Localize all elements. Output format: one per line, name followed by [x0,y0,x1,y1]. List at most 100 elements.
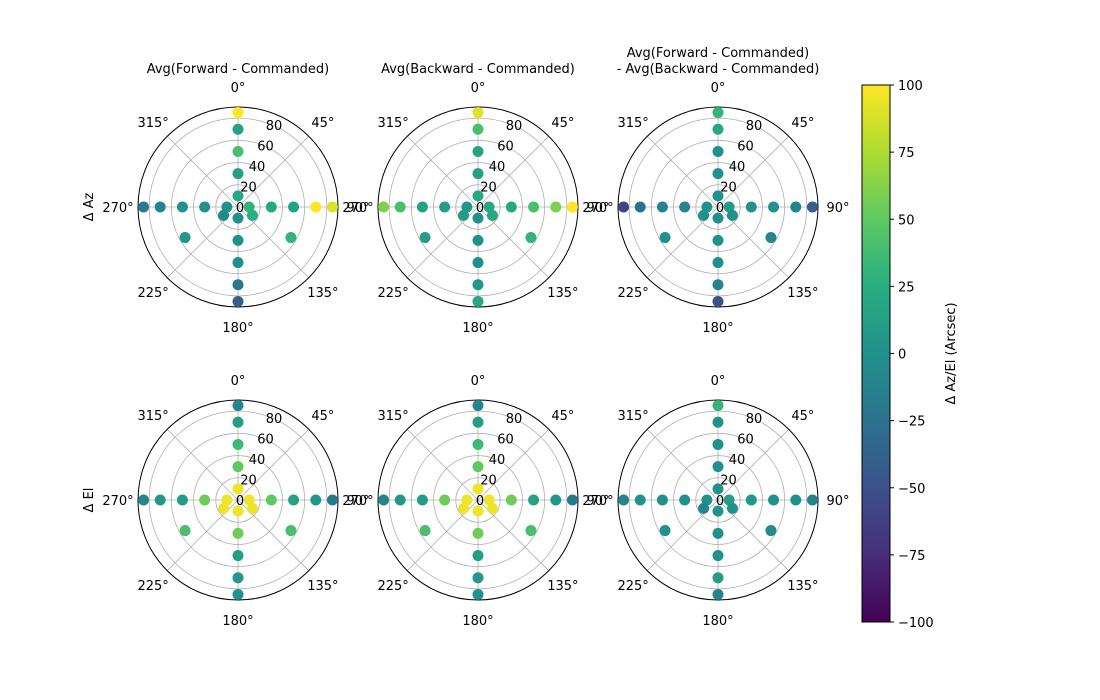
r-tick-label: 80 [266,119,283,134]
row-label: Δ Az [82,192,97,221]
data-point [472,505,484,517]
theta-gridline [237,136,309,208]
colorbar-tick-label: −100 [898,616,934,631]
data-point [310,494,322,506]
r-gridline [215,184,261,230]
r-tick-label: 20 [480,180,497,195]
data-point [310,201,322,213]
r-tick-label: 40 [249,160,266,175]
r-gridline [410,432,546,568]
data-point [394,494,406,506]
theta-tick-label: 225° [617,579,648,594]
theta-tick-label: 270° [102,201,133,216]
data-point [285,232,297,244]
data-point [712,483,724,495]
data-point [232,572,244,584]
data-point [712,145,724,157]
r-gridline [433,455,523,545]
data-point [232,145,244,157]
data-point [745,201,757,213]
data-point [712,234,724,246]
data-point [232,527,244,539]
data-point [232,107,244,119]
data-point [472,145,484,157]
data-point [566,201,578,213]
theta-tick-label: 315° [137,409,168,424]
data-point [712,107,724,119]
r-gridline [170,139,306,275]
r-tick-label: 60 [257,139,274,154]
theta-tick-label: 0° [471,81,486,96]
polar-panels: 0° 45° 90° 135° 180° 225° 270° 315° 0 20 40 60 80 0° 4… [82,46,850,629]
theta-tick-label: 180° [462,614,493,629]
r-tick-label: 60 [497,139,514,154]
r-gridline [455,184,501,230]
r-tick-label: 60 [257,432,274,447]
data-point [378,201,390,213]
panel-title: - Avg(Backward - Commanded) [617,62,820,77]
theta-gridline [717,136,789,208]
theta-gridline [717,429,789,501]
polar-panel-r0-c1: 0° 45° 90° 135° 180° 225° 270° 315° 0 20 40 60 80 [342,81,609,336]
theta-tick-label: 270° [342,494,373,509]
data-point [712,588,724,600]
data-point [505,494,517,506]
theta-tick-label: 45° [791,116,814,131]
data-point [378,494,390,506]
data-point [461,494,473,506]
data-point [326,201,338,213]
theta-tick-label: 0° [711,374,726,389]
theta-tick-label: 135° [307,286,338,301]
data-point [472,588,484,600]
data-point [701,494,713,506]
r-gridline [410,139,546,275]
theta-tick-label: 90° [586,494,609,509]
data-point [472,400,484,412]
theta-tick-label: 270° [582,201,613,216]
data-point [726,209,738,221]
data-point [656,494,668,506]
theta-gridline [647,136,719,208]
data-point [232,550,244,562]
theta-gridline [477,136,549,208]
data-point [154,201,166,213]
r-gridline [650,139,786,275]
polar-spine [137,106,339,308]
r-tick-label: 20 [240,180,257,195]
data-point [659,232,671,244]
r-tick-label: 80 [506,412,523,427]
data-point [458,209,470,221]
r-gridline [170,432,306,568]
data-point [483,201,495,213]
colorbar-label: Δ Az/El (Arcsec) [944,302,959,404]
r-tick-label: 0 [476,494,484,509]
data-point [221,201,233,213]
panel-title: Avg(Backward - Commanded) [381,62,575,77]
theta-tick-label: 45° [551,116,574,131]
r-gridline [695,184,741,230]
theta-tick-label: 90° [346,201,369,216]
data-point [176,201,188,213]
r-tick-label: 40 [249,453,266,468]
r-tick-label: 0 [716,494,724,509]
theta-tick-label: 135° [787,579,818,594]
r-tick-label: 40 [729,453,746,468]
theta-gridline [407,429,479,501]
data-point [218,209,230,221]
data-point [179,525,191,537]
colorbar-tick-label: 100 [898,79,923,94]
colorbar-tick-label: −50 [898,482,925,497]
data-point [246,209,258,221]
theta-gridline [237,429,309,501]
data-point [419,525,431,537]
data-point [138,494,150,506]
data-point [550,494,562,506]
data-point [232,257,244,269]
data-point [472,438,484,450]
data-point [138,201,150,213]
data-point [698,502,710,514]
data-point [232,588,244,600]
data-point [505,201,517,213]
data-point [712,279,724,291]
